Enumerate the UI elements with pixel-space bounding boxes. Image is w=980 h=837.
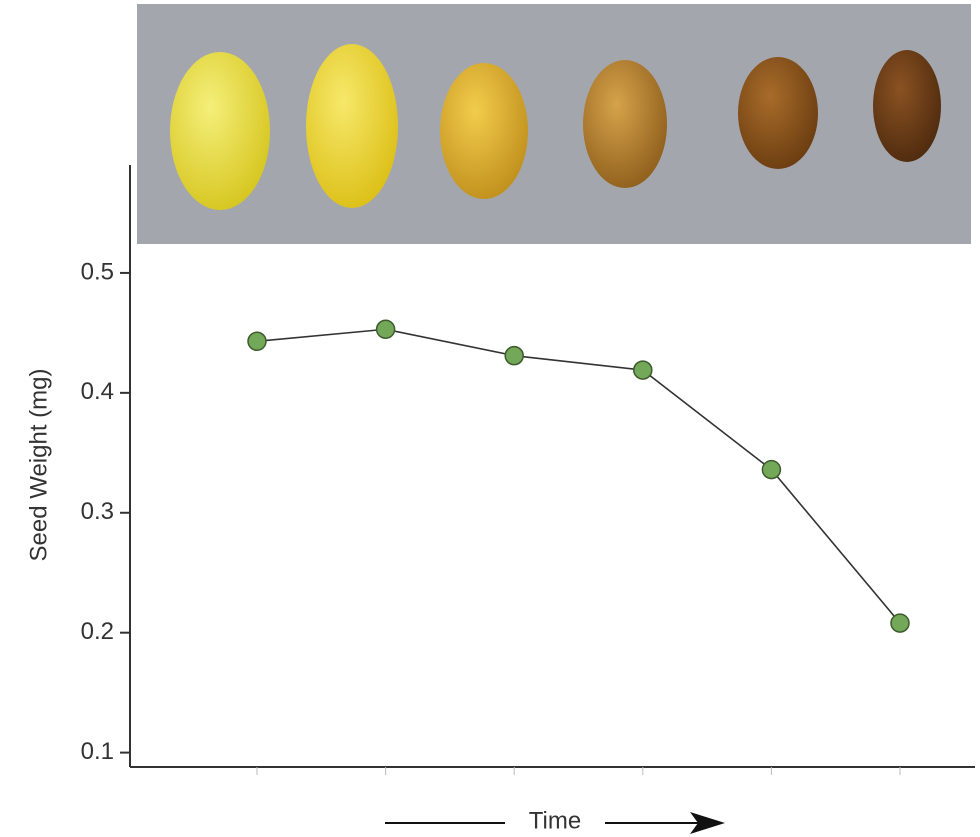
axes: 0.1 0.2 0.3 0.4 0.5 xyxy=(81,165,975,775)
data-point xyxy=(762,461,780,479)
x-axis-title: Time xyxy=(529,807,581,834)
data-point xyxy=(634,361,652,379)
y-tick-label: 0.3 xyxy=(81,498,114,525)
seed-photo xyxy=(137,4,971,244)
data-point xyxy=(248,332,266,350)
seed xyxy=(738,57,818,169)
chart: 0.1 0.2 0.3 0.4 0.5 Seed Weight (mg) Time xyxy=(0,0,980,837)
y-tick-label: 0.4 xyxy=(81,378,114,405)
data-point xyxy=(505,347,523,365)
seed xyxy=(873,50,941,162)
data-point xyxy=(377,320,395,338)
seed xyxy=(583,60,667,188)
seed xyxy=(170,52,270,210)
y-tick-label: 0.5 xyxy=(81,258,114,285)
seed xyxy=(440,63,528,199)
series-line xyxy=(257,329,900,623)
data-point xyxy=(891,614,909,632)
seed xyxy=(306,44,398,208)
y-tick-label: 0.1 xyxy=(81,738,114,765)
y-tick-label: 0.2 xyxy=(81,618,114,645)
y-axis-title: Seed Weight (mg) xyxy=(25,369,52,562)
